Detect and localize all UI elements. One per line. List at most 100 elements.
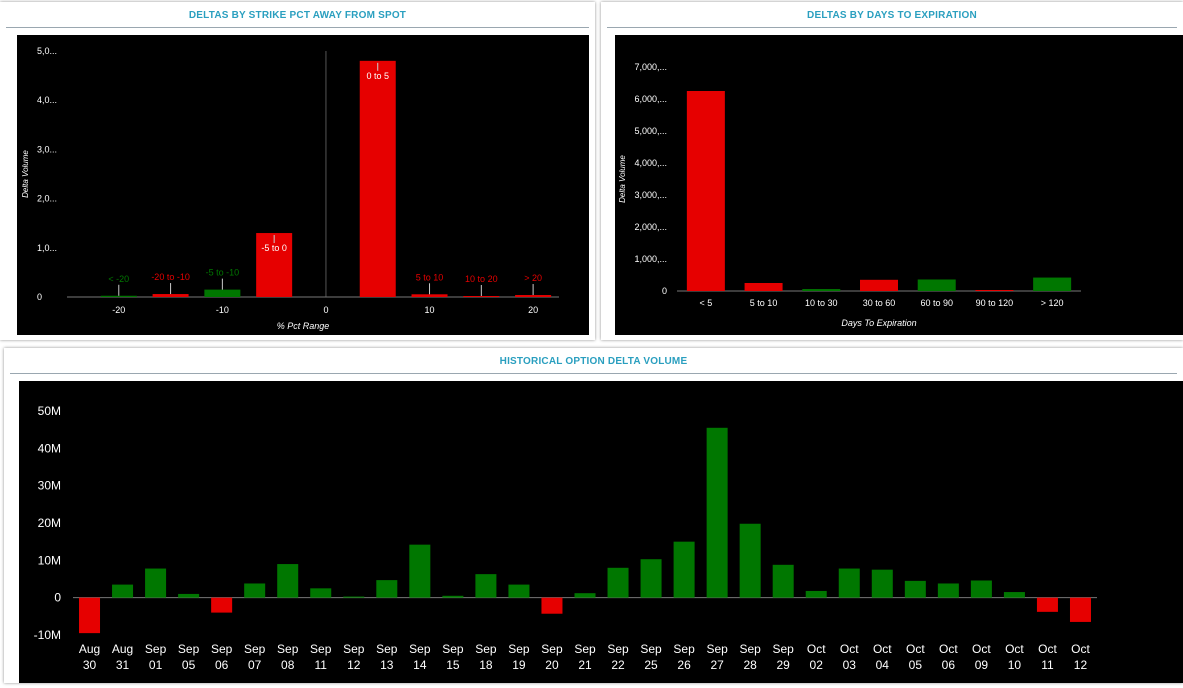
history-panel-divider [10,373,1177,374]
x-tick-day: 03 [843,658,857,672]
x-tick-day: 29 [777,658,791,672]
y-tick-label: 20M [38,516,61,530]
x-tick-day: 30 [83,658,97,672]
bar [640,559,662,598]
strike-panel-divider [6,27,589,28]
x-tick-day: 26 [677,658,691,672]
y-tick-label: 4,0... [37,95,57,105]
x-tick-month: Sep [442,642,464,656]
data-label: 10 to 20 [465,274,498,284]
bar [739,523,761,598]
x-tick-month: Oct [840,642,859,656]
x-tick-month: Aug [112,642,133,656]
x-tick-month: Sep [211,642,233,656]
bar [970,580,992,598]
bar [805,590,827,598]
strike-chart-area: 0 1,0... 2,0... 3,0... 4,0... 5,0... -20 -10 0 10… [17,35,589,335]
x-tick-day: 20 [545,658,559,672]
x-tick-day: 13 [380,658,394,672]
y-tick-label: 1,0... [37,243,57,253]
bar [686,91,725,291]
days-panel: DELTAS BY DAYS TO EXPIRATION 0 1,000,... 2… [601,2,1183,340]
y-tick-label: 0 [37,292,42,302]
x-tick-label: 90 to 120 [976,298,1014,308]
bar [442,595,464,598]
x-tick-label: -20 [112,305,125,315]
x-tick-day: 05 [182,658,196,672]
x-tick-month: Sep [508,642,530,656]
y-tick-label: 6,000,... [634,94,667,104]
x-tick-month: Sep [541,642,563,656]
x-tick-label: < 5 [699,298,712,308]
y-axis-label: Delta Volume [21,150,30,198]
x-tick-month: Oct [906,642,925,656]
bar [376,580,398,598]
strike-panel: DELTAS BY STRIKE PCT AWAY FROM SPOT 0 1,0… [0,2,595,340]
x-tick-month: Oct [939,642,958,656]
x-tick-label: > 120 [1041,298,1064,308]
y-tick-label: 5,000,... [634,126,667,136]
x-tick-month: Sep [574,642,596,656]
y-tick-label: 0 [54,591,61,605]
bar [541,597,563,614]
data-label: > 20 [524,273,542,283]
y-tick-label: -10M [34,628,61,642]
x-tick-day: 06 [215,658,229,672]
bar [1033,277,1072,291]
y-tick-label: 0 [662,286,667,296]
data-label: -5 to -10 [206,268,240,278]
data-label: -20 to -10 [151,272,190,282]
x-axis-label: Days To Expiration [841,318,916,328]
x-tick-day: 12 [1074,658,1088,672]
x-tick-day: 07 [248,658,262,672]
x-tick-day: 19 [512,658,526,672]
x-tick-label: 5 to 10 [750,298,778,308]
x-tick-day: 27 [710,658,724,672]
y-tick-label: 3,000,... [634,190,667,200]
data-label: < -20 [108,274,129,284]
bar [310,588,332,598]
x-tick-day: 05 [909,658,923,672]
x-tick-day: 28 [743,658,757,672]
x-tick-month: Sep [343,642,365,656]
bar [607,567,629,598]
x-tick-month: Sep [739,642,761,656]
y-tick-label: 2,0... [37,194,57,204]
bar [515,295,552,297]
bar [475,574,497,598]
bar [204,289,241,297]
bar [79,597,101,634]
x-tick-month: Sep [310,642,332,656]
x-tick-month: Sep [178,642,200,656]
x-tick-label: 0 [323,305,328,315]
history-panel-title: HISTORICAL OPTION DELTA VOLUME [499,355,688,367]
bar [1003,592,1025,598]
x-tick-label: 60 to 90 [920,298,953,308]
history-panel: HISTORICAL OPTION DELTA VOLUME -10M 0 10M 2… [4,348,1183,683]
x-tick-month: Sep [706,642,728,656]
bar [975,290,1014,291]
x-tick-label: 10 to 30 [805,298,838,308]
x-tick-month: Sep [145,642,167,656]
y-tick-label: 7,000,... [634,62,667,72]
x-tick-day: 25 [644,658,658,672]
x-tick-month: Sep [773,642,795,656]
x-tick-label: 10 [425,305,435,315]
x-tick-month: Sep [277,642,299,656]
x-tick-day: 11 [315,658,328,672]
x-tick-day: 11 [1041,658,1054,672]
x-tick-day: 01 [149,658,163,672]
x-tick-day: 14 [413,658,427,672]
x-tick-month: Sep [475,642,497,656]
bar [1069,597,1091,622]
x-tick-month: Aug [79,642,100,656]
bar [463,296,500,297]
x-tick-month: Sep [244,642,266,656]
bar [359,60,396,298]
bar [152,294,189,297]
y-tick-label: 10M [38,553,61,567]
y-tick-label: 2,000,... [634,222,667,232]
x-tick-day: 22 [611,658,625,672]
x-tick-day: 09 [975,658,989,672]
history-chart-area: -10M 0 10M 20M 30M 40M 50M Aug 30 Aug 31 Sep 01 Sep 05… [19,381,1183,683]
